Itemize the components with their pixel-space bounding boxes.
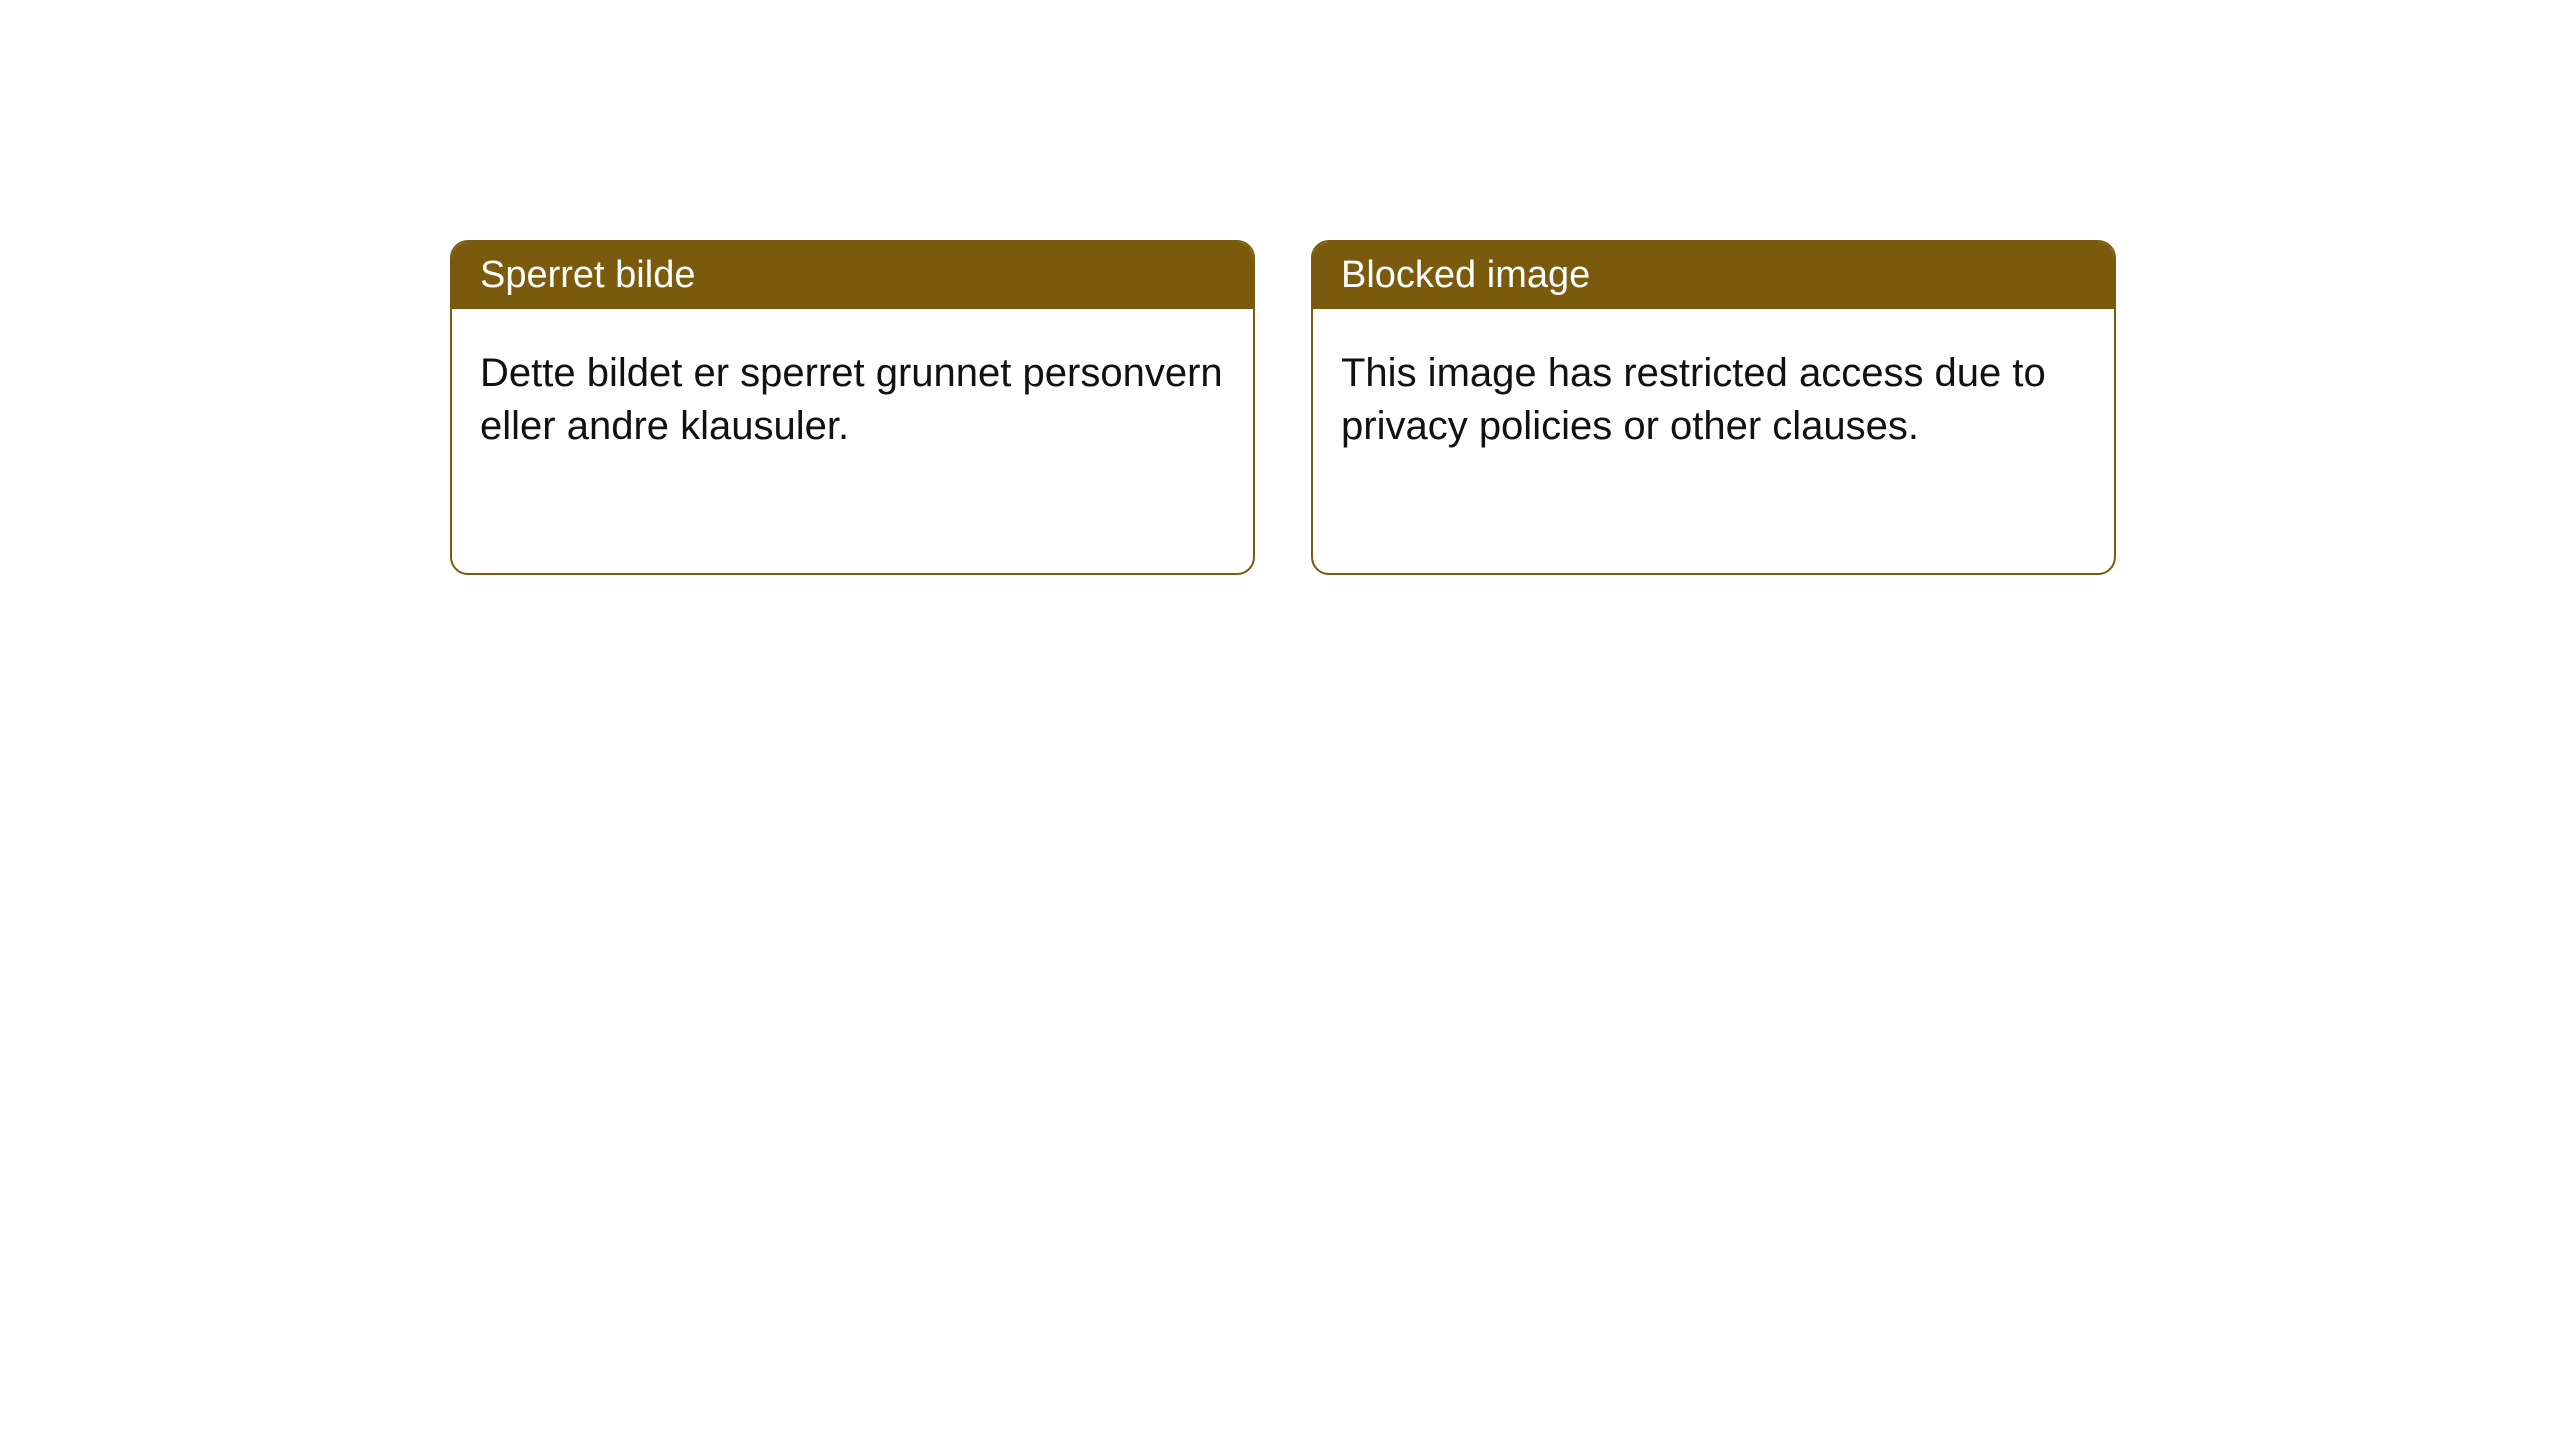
notice-card-en: Blocked image This image has restricted … — [1311, 240, 2116, 575]
notice-title-en: Blocked image — [1313, 242, 2114, 309]
notice-container: Sperret bilde Dette bildet er sperret gr… — [450, 240, 2116, 575]
notice-body-en: This image has restricted access due to … — [1313, 309, 2114, 491]
notice-title-no: Sperret bilde — [452, 242, 1253, 309]
notice-card-no: Sperret bilde Dette bildet er sperret gr… — [450, 240, 1255, 575]
notice-body-no: Dette bildet er sperret grunnet personve… — [452, 309, 1253, 491]
